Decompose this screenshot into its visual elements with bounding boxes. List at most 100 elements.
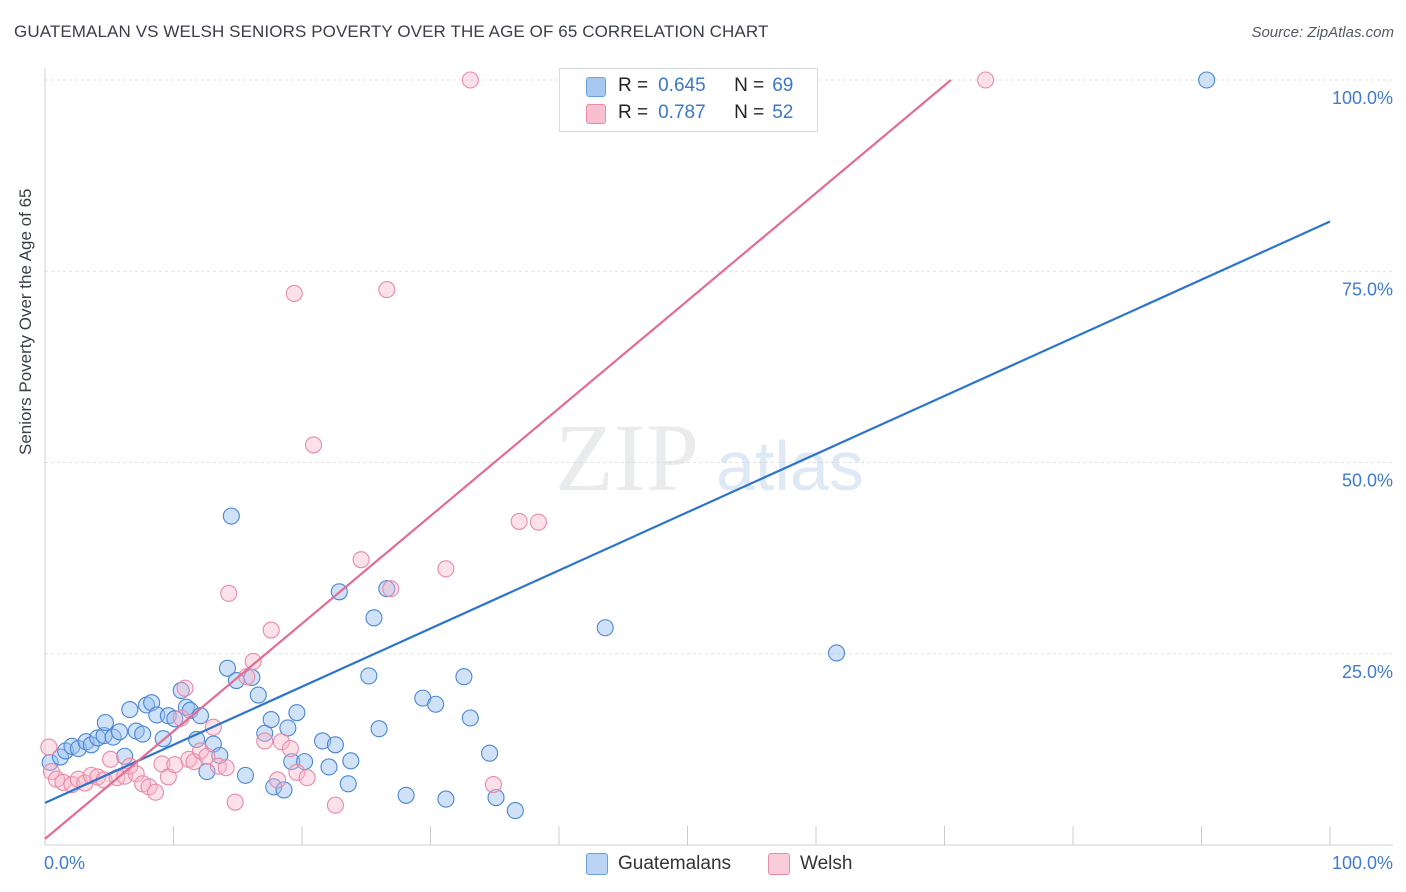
guatemalans-point — [314, 732, 332, 750]
legend-r-value-welsh: 0.787 — [658, 102, 706, 123]
guatemalans-point — [326, 736, 344, 754]
guatemalans-point — [275, 781, 293, 799]
welsh-point — [217, 759, 235, 777]
legend-item-welsh: Welsh — [768, 852, 852, 876]
legend-r-label: R = — [618, 75, 649, 96]
guatemalans-point — [96, 714, 114, 732]
guatemalans-point — [481, 744, 499, 762]
guatemalans-point — [283, 753, 301, 771]
welsh-point — [484, 776, 503, 794]
welsh-trend-line — [44, 79, 952, 840]
welsh-point — [269, 771, 287, 789]
guatemalans-point — [427, 695, 445, 713]
welsh-point — [352, 551, 370, 569]
correlation-legend: R = 0.645 N = 69 R = 0.787 N = 52 — [559, 68, 818, 132]
guatemalans-point — [455, 668, 473, 686]
y-tick-label: 50.0% — [1342, 471, 1393, 491]
welsh-point — [529, 513, 547, 531]
guatemalans-point — [397, 786, 415, 804]
welsh-point — [510, 512, 528, 530]
guatemalans-point — [222, 507, 240, 525]
welsh-point — [226, 793, 244, 811]
welsh-point — [382, 580, 400, 598]
legend-label-guatemalans: Guatemalans — [618, 853, 732, 874]
welsh-point — [185, 753, 203, 771]
welsh-point — [244, 652, 262, 670]
axes — [44, 68, 1393, 846]
legend-row-guatemalans: R = 0.645 N = 69 — [618, 73, 793, 99]
welsh-point — [220, 584, 238, 602]
guatemalans-point — [339, 775, 357, 793]
chart-title: GUATEMALAN VS WELSH SENIORS POVERTY OVER… — [14, 22, 769, 41]
guatemalans-point — [121, 701, 139, 719]
welsh-point — [461, 71, 479, 89]
guatemalans-point — [596, 619, 614, 637]
welsh-point — [305, 436, 323, 454]
guatemalans-trend-line — [44, 220, 1331, 804]
legend-item-guatemalans: Guatemalans — [586, 852, 731, 876]
guatemalans-point — [365, 609, 383, 627]
guatemalans-point — [236, 766, 255, 784]
guatemalans-point — [166, 710, 184, 728]
guatemalans-points — [41, 71, 1216, 820]
welsh-point — [272, 733, 290, 751]
welsh-point — [176, 679, 194, 697]
x-tick-label: 0.0% — [44, 853, 85, 873]
y-tick-label: 25.0% — [1342, 662, 1393, 682]
watermark-zip: ZIP — [555, 404, 699, 511]
legend-r-value-guatemalans: 0.645 — [658, 75, 706, 96]
guatemalans-point — [262, 710, 280, 729]
x-tick-label: 100.0% — [1332, 853, 1393, 873]
y-tick-label: 75.0% — [1342, 279, 1393, 299]
legend-swatch-guatemalans — [586, 77, 606, 97]
guatemalans-point — [437, 790, 455, 808]
welsh-point — [285, 284, 303, 302]
legend-row-welsh: R = 0.787 N = 52 — [618, 100, 793, 126]
welsh-point — [262, 621, 280, 639]
guatemalans-point — [828, 644, 846, 662]
welsh-point — [378, 281, 396, 299]
welsh-point — [977, 71, 995, 89]
guatemalans-point — [134, 725, 152, 743]
guatemalans-point — [116, 747, 134, 765]
legend-swatch-welsh — [768, 853, 790, 875]
guatemalans-point — [342, 752, 360, 770]
legend-label-welsh: Welsh — [800, 853, 853, 874]
guatemalans-point — [288, 704, 306, 722]
welsh-point — [256, 732, 274, 750]
y-axis-label: Seniors Poverty Over the Age of 65 — [16, 188, 35, 455]
tick-labels: 25.0% 50.0% 75.0% 100.0% 0.0% 100.0% — [44, 88, 1393, 873]
watermark: ZIP atlas — [555, 404, 864, 511]
welsh-point — [40, 738, 58, 756]
welsh-point — [146, 783, 165, 801]
guatemalans-point — [279, 719, 297, 737]
chart-source: Source: ZipAtlas.com — [1251, 24, 1394, 41]
guatemalans-point — [110, 723, 129, 741]
legend-n-value-welsh: 52 — [772, 102, 794, 123]
welsh-point — [298, 769, 316, 787]
legend-n-label: N = — [734, 75, 765, 96]
guatemalans-point — [360, 667, 378, 685]
welsh-point — [101, 750, 120, 768]
welsh-point — [437, 560, 455, 578]
guatemalans-point — [370, 720, 388, 738]
y-tick-label: 100.0% — [1332, 88, 1393, 108]
guatemalans-point — [320, 758, 338, 776]
legend-r-label: R = — [618, 102, 649, 123]
welsh-point — [288, 763, 306, 781]
guatemalans-point — [249, 686, 267, 704]
guatemalans-point — [41, 753, 59, 771]
legend-swatch-guatemalans — [586, 853, 608, 875]
guatemalans-point — [461, 709, 479, 727]
guatemalans-point — [506, 802, 524, 820]
guatemalans-point — [82, 736, 100, 754]
welsh-point — [127, 765, 145, 783]
guatemalans-point — [218, 659, 237, 677]
guatemalans-point — [487, 789, 505, 807]
gridlines — [45, 79, 1393, 655]
legend-swatch-welsh — [586, 104, 606, 124]
welsh-point — [198, 747, 216, 765]
legend-n-value-guatemalans: 69 — [772, 75, 794, 96]
welsh-point — [281, 740, 299, 758]
